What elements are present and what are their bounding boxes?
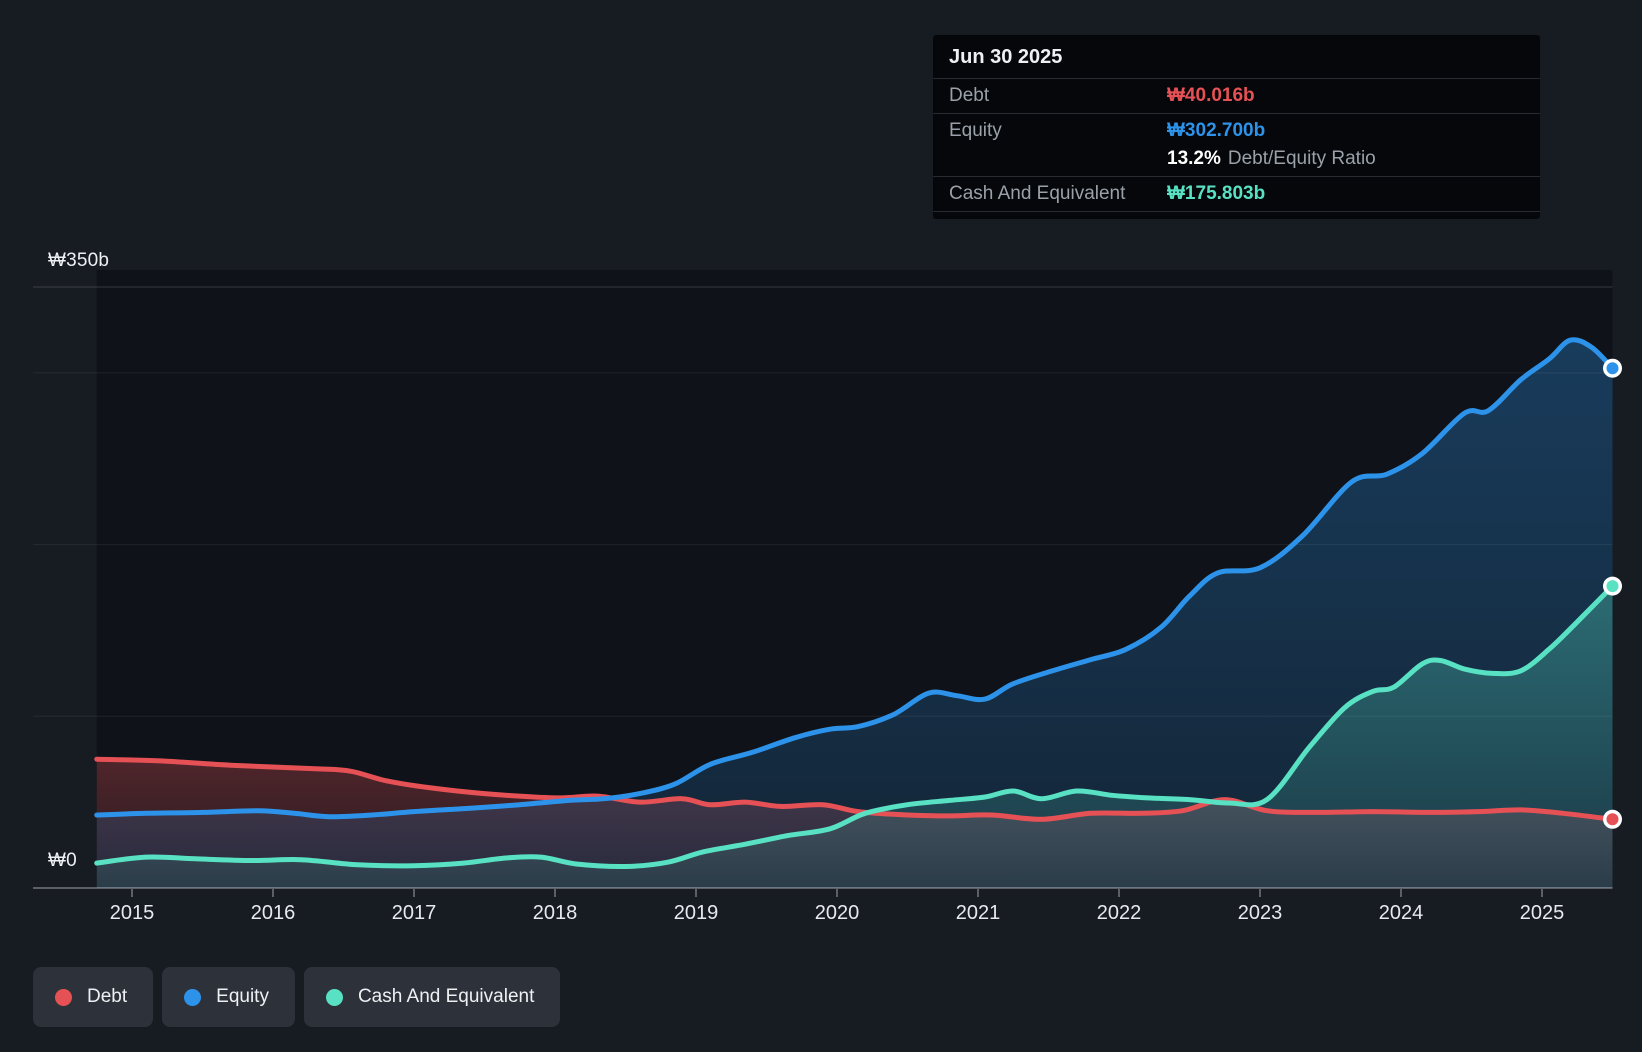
legend-item-cash[interactable]: Cash And Equivalent bbox=[303, 967, 561, 1027]
equity-series-dot-icon bbox=[184, 988, 202, 1006]
tooltip-ratio-value: 13.2% bbox=[1167, 148, 1221, 169]
cash-series-dot-icon bbox=[325, 988, 343, 1006]
x-axis-label-2023: 2023 bbox=[1237, 902, 1283, 924]
cash-and-equivalent-line bbox=[94, 583, 1615, 870]
tooltip-row-debt: Debt ₩40.016b bbox=[933, 78, 1540, 113]
debt-series-dot-icon bbox=[55, 988, 72, 1006]
x-axis-label-2021: 2021 bbox=[955, 902, 1001, 924]
cash-and-equivalent-area bbox=[96, 586, 1613, 888]
x-axis-label-2015: 2015 bbox=[109, 902, 155, 924]
x-axis-label-2024: 2024 bbox=[1378, 902, 1424, 924]
debt-line bbox=[94, 756, 1615, 822]
legend-cash-label: Cash And Equivalent bbox=[357, 986, 535, 1007]
x-axis-label-2019: 2019 bbox=[673, 902, 719, 924]
x-axis-label-2020: 2020 bbox=[814, 902, 860, 924]
x-axis-label-2016: 2016 bbox=[250, 902, 296, 924]
tooltip-row-ratio: . 13.2%Debt/Equity Ratio bbox=[933, 148, 1540, 176]
tooltip-row-equity: Equity ₩302.700b bbox=[933, 113, 1540, 148]
tooltip-debt-label: Debt bbox=[949, 85, 990, 106]
tooltip-debt-value: ₩40.016b bbox=[1167, 85, 1255, 106]
tooltip-cash-value: ₩175.803b bbox=[1167, 183, 1266, 204]
tooltip-equity-value: ₩302.700b bbox=[1167, 120, 1266, 141]
equity-line bbox=[94, 337, 1615, 820]
legend-item-debt[interactable]: Debt bbox=[33, 967, 154, 1027]
legend-debt-label: Debt bbox=[87, 986, 128, 1007]
tooltip-cash-label: Cash And Equivalent bbox=[949, 183, 1126, 204]
x-axis-label-2017: 2017 bbox=[391, 902, 437, 924]
legend: Debt Equity Cash And Equivalent bbox=[33, 967, 561, 1027]
legend-equity-label: Equity bbox=[216, 986, 269, 1007]
legend-item-equity[interactable]: Equity bbox=[162, 967, 295, 1027]
x-axis-label-2025: 2025 bbox=[1519, 902, 1565, 924]
x-axis-label-2022: 2022 bbox=[1096, 902, 1142, 924]
tooltip-date: Jun 30 2025 bbox=[949, 46, 1063, 68]
equity-area bbox=[96, 339, 1613, 888]
tooltip-row-cash: Cash And Equivalent ₩175.803b bbox=[933, 176, 1540, 211]
y-axis-label-zero: ₩0 bbox=[48, 850, 77, 871]
x-axis-label-2018: 2018 bbox=[532, 902, 578, 924]
tooltip-ratio-label: Debt/Equity Ratio bbox=[1227, 148, 1376, 169]
y-axis-label-max: ₩350b bbox=[48, 250, 110, 271]
tooltip-equity-label: Equity bbox=[949, 120, 1002, 141]
tooltip: Jun 30 2025 Debt ₩40.016b Equity ₩302.70… bbox=[933, 35, 1540, 219]
